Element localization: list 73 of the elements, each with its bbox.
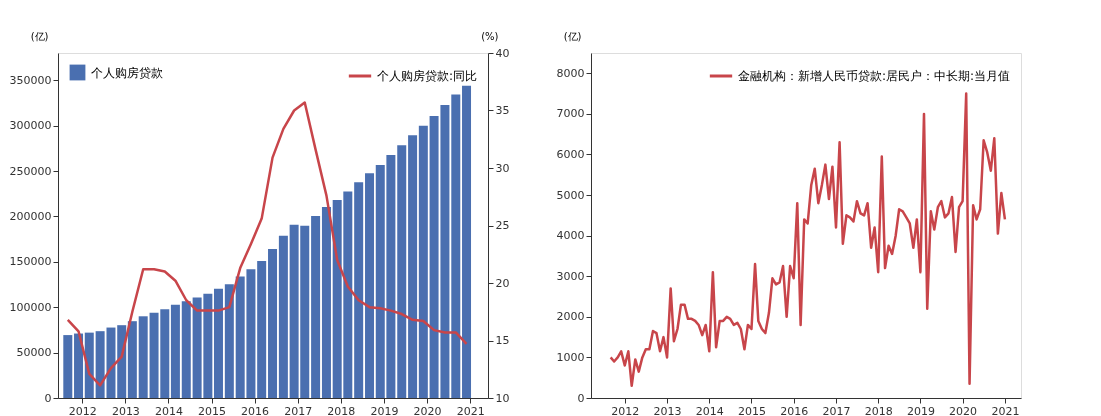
- y2-tick-label: 40: [495, 46, 510, 60]
- x-tick-label: 2019: [370, 404, 399, 416]
- y-tick-label: 0: [577, 391, 585, 405]
- x-tick-label: 2012: [611, 404, 640, 416]
- x-tick-label: 2012: [68, 404, 97, 416]
- x-tick-label: 2017: [822, 404, 851, 416]
- x-tick-label: 2016: [780, 404, 809, 416]
- y-tick-label: 3000: [556, 269, 585, 283]
- y2-axis-title: (%): [481, 30, 499, 42]
- line-series: [66, 101, 468, 387]
- bar: [268, 249, 278, 398]
- y2-tick-label: 20: [495, 276, 510, 290]
- bar: [321, 206, 331, 398]
- bar: [138, 316, 148, 398]
- bar: [311, 215, 321, 398]
- x-tick-label: 2019: [906, 404, 935, 416]
- x-tick-label: 2021: [456, 404, 485, 416]
- bar: [451, 94, 461, 398]
- x-tick-label: 2018: [864, 404, 893, 416]
- y-tick-label: 50000: [16, 346, 52, 360]
- y2-tick-label: 15: [495, 334, 510, 347]
- x-tick-label: 2021: [991, 404, 1020, 416]
- x-tick-label: 2013: [653, 404, 682, 416]
- legend-label: 金融机构：新增人民币贷款:居民户：中长期:当月值: [738, 69, 1011, 83]
- bar: [365, 173, 375, 398]
- bar: [127, 321, 137, 398]
- y-tick-label: 2000: [556, 310, 585, 324]
- y-tick-label: 100000: [9, 300, 52, 314]
- legend-label: 个人购房贷款:同比: [377, 69, 478, 83]
- y-tick-label: 4000: [556, 229, 585, 243]
- bar: [418, 125, 428, 398]
- bar: [278, 235, 288, 398]
- bar: [462, 85, 472, 398]
- x-tick-label: 2015: [737, 404, 766, 416]
- x-tick-label: 2015: [198, 404, 227, 416]
- x-tick-label: 2013: [111, 404, 140, 416]
- x-tick-label: 2018: [327, 404, 356, 416]
- y-tick-label: 350000: [9, 73, 52, 87]
- bar: [213, 288, 223, 398]
- bar: [170, 304, 180, 398]
- y-tick-label: 6000: [556, 147, 585, 161]
- y2-tick-label: 25: [495, 219, 510, 232]
- bar: [397, 145, 407, 398]
- y-tick-label: 0: [44, 391, 52, 405]
- bar: [63, 335, 73, 398]
- x-tick-label: 2020: [413, 404, 442, 416]
- bar: [74, 333, 84, 398]
- y2-tick-label: 35: [495, 104, 510, 117]
- y-axis-title: (亿): [563, 30, 582, 42]
- y2-tick-label: 30: [495, 161, 510, 175]
- y-tick-label: 7000: [556, 107, 585, 121]
- x-tick-label: 2017: [284, 404, 313, 416]
- y-axis-title: (亿): [30, 30, 49, 42]
- line-series: [609, 92, 1007, 388]
- legend-label: 个人购房贷款: [91, 65, 163, 80]
- y-tick-label: 1000: [556, 350, 585, 364]
- y-tick-label: 200000: [9, 209, 52, 223]
- bar: [354, 182, 364, 398]
- x-tick-label: 2014: [154, 404, 183, 416]
- x-tick-label: 2014: [695, 404, 724, 416]
- bar: [224, 284, 234, 398]
- y2-tick-label: 10: [495, 391, 510, 405]
- x-tick-label: 2020: [949, 404, 978, 416]
- y-tick-label: 300000: [9, 119, 52, 133]
- x-tick-label: 2016: [241, 404, 270, 416]
- bar: [181, 301, 191, 398]
- y-tick-label: 150000: [9, 255, 52, 269]
- y-tick-label: 8000: [556, 66, 585, 80]
- bar: [257, 260, 267, 398]
- y-tick-label: 250000: [9, 164, 52, 178]
- y-tick-label: 5000: [556, 188, 585, 202]
- bar: [408, 135, 418, 398]
- bar: [117, 325, 127, 398]
